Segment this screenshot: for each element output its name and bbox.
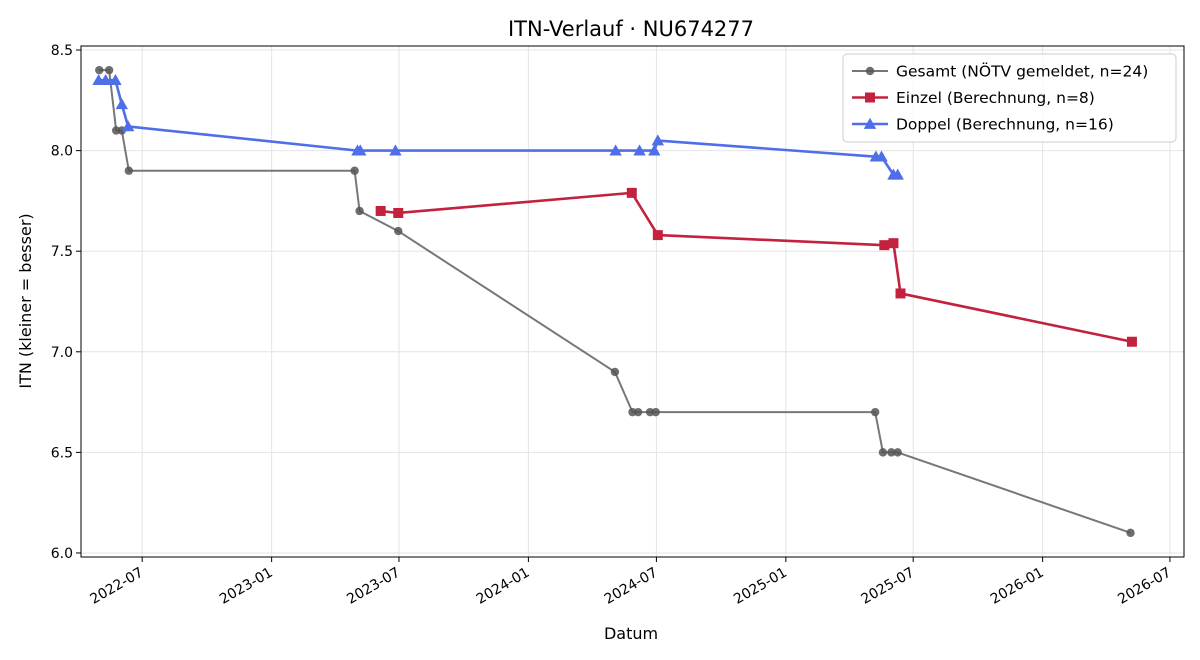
- legend-marker-square: [865, 92, 875, 103]
- x-tick-label: 2026-07: [1115, 565, 1174, 608]
- y-tick-label: 7.5: [51, 244, 73, 260]
- data-point-square: [1126, 336, 1137, 347]
- data-point-triangle: [109, 74, 122, 86]
- data-point-square: [879, 240, 890, 251]
- series-triangle: [92, 74, 904, 180]
- x-tick-label: 2024-01: [474, 565, 533, 608]
- data-point-circle: [95, 65, 104, 75]
- data-point-circle: [1126, 528, 1135, 538]
- data-point-square: [626, 187, 637, 198]
- data-point-triangle: [651, 134, 665, 146]
- x-tick-label: 2025-07: [859, 565, 918, 608]
- x-tick-label: 2025-01: [731, 565, 790, 608]
- data-point-circle: [887, 448, 896, 457]
- data-point-triangle: [121, 120, 135, 132]
- data-point-square: [375, 205, 386, 216]
- y-tick-label: 8.5: [51, 43, 73, 59]
- data-point-square: [895, 288, 906, 299]
- legend-box: [842, 53, 1177, 143]
- data-point-circle: [651, 407, 660, 417]
- chart-title: ITN-Verlauf · NU674277: [508, 17, 754, 41]
- data-point-circle: [870, 407, 880, 417]
- data-point-circle: [394, 226, 403, 236]
- data-point-circle: [878, 448, 888, 457]
- data-point-circle: [610, 367, 620, 377]
- legend-marker-triangle: [863, 117, 877, 129]
- data-point-square: [652, 230, 663, 241]
- plot-frame: [80, 45, 1185, 558]
- y-axis-title: ITN (kleiner = besser): [16, 213, 35, 388]
- data-point-circle: [893, 448, 902, 457]
- x-tick-label: 2024-07: [602, 565, 661, 608]
- data-point-triangle: [609, 144, 622, 156]
- series-square: [375, 187, 1137, 347]
- data-point-triangle: [648, 144, 661, 156]
- x-tick-label: 2023-07: [344, 565, 403, 608]
- legend-label-triangle: Doppel (Berechnung, n=16): [896, 116, 1114, 134]
- data-point-circle: [124, 166, 134, 175]
- legend-label-circle: Gesamt (NÖTV gemeldet, n=24): [896, 62, 1148, 81]
- y-tick-label: 8.0: [51, 144, 73, 160]
- x-tick-label: 2026-01: [988, 565, 1047, 608]
- x-axis-title: Datum: [604, 624, 658, 643]
- data-point-circle: [350, 166, 359, 175]
- series-line-square: [380, 191, 1133, 344]
- data-point-square: [888, 238, 899, 249]
- data-point-square: [393, 207, 404, 218]
- y-tick-label: 6.0: [51, 546, 73, 562]
- data-point-triangle: [115, 98, 128, 110]
- data-point-triangle: [875, 150, 888, 162]
- data-point-circle: [633, 407, 643, 417]
- y-tick-label: 7.0: [51, 345, 73, 361]
- data-point-triangle: [633, 144, 646, 156]
- data-point-triangle: [354, 144, 367, 156]
- data-point-circle: [355, 206, 364, 216]
- data-point-triangle: [891, 168, 904, 180]
- series-layer: [92, 65, 1137, 538]
- y-tick-label: 6.5: [51, 445, 73, 461]
- legend-label-square: Einzel (Berechnung, n=8): [896, 89, 1095, 107]
- data-point-circle: [104, 65, 114, 75]
- legend-marker-circle: [865, 66, 875, 76]
- x-tick-label: 2022-07: [88, 565, 147, 608]
- series-circle: [95, 65, 1135, 538]
- data-point-triangle: [389, 144, 402, 156]
- x-tick-label: 2023-01: [217, 565, 276, 608]
- legend: Gesamt (NÖTV gemeldet, n=24) Einzel (Bere…: [842, 53, 1177, 143]
- data-point-triangle: [99, 74, 112, 86]
- series-line-triangle: [98, 78, 898, 177]
